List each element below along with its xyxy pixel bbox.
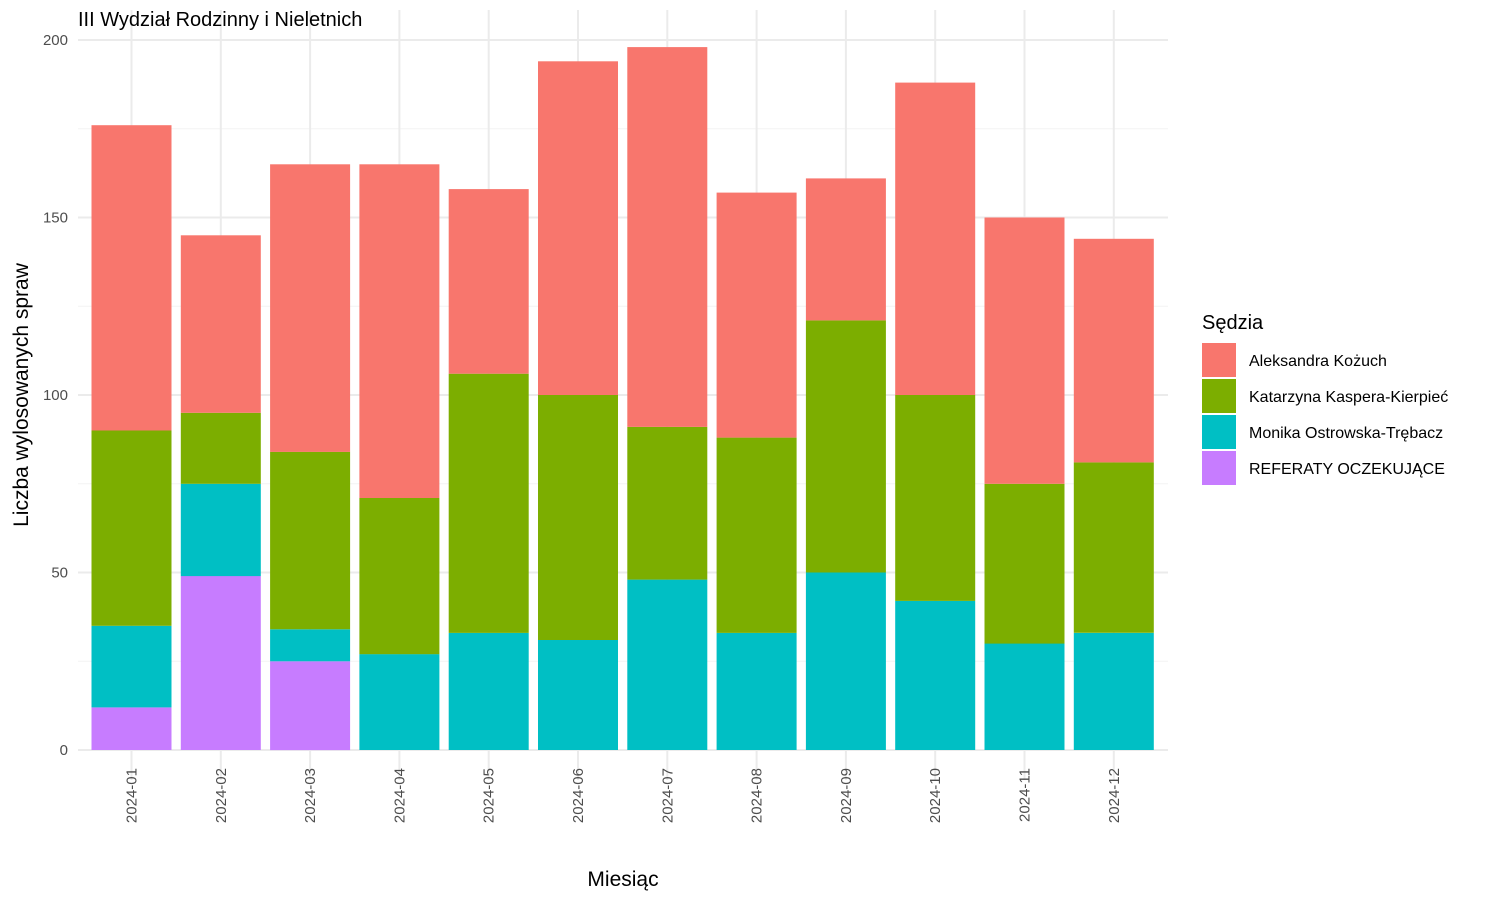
x-tick-label: 2024-07: [659, 768, 676, 823]
bar-segment: [270, 451, 351, 630]
y-tick-label: 200: [43, 32, 68, 49]
bar-segment: [359, 498, 440, 655]
x-axis: 2024-01 2024-02 2024-03 2024-04 2024-05 2024-…: [124, 768, 1123, 823]
bar-segment: [895, 82, 976, 395]
legend-label: Katarzyna Kaspera-Kierpieć: [1249, 389, 1448, 406]
x-tick-label: 2024-03: [302, 768, 319, 823]
x-tick-label: 2024-05: [481, 768, 498, 823]
bar-segment: [91, 625, 172, 708]
bar-segment: [538, 640, 618, 750]
legend-label: Monika Ostrowska-Trębacz: [1249, 425, 1443, 442]
x-tick-label: 2024-09: [838, 768, 855, 823]
bar-segment: [448, 632, 529, 750]
x-axis-title: Miesiąc: [587, 868, 658, 891]
bar-segment: [180, 483, 261, 577]
bar-segment: [448, 189, 529, 374]
bar-segment: [270, 164, 351, 452]
legend-title: Sędzia: [1202, 312, 1264, 334]
bar-segment: [91, 707, 172, 750]
bar-segment: [270, 629, 351, 662]
bar-segment: [359, 164, 440, 499]
legend-key: [1202, 451, 1236, 485]
bar-segment: [1073, 632, 1154, 750]
y-axis: 0 50 100 150 200: [43, 32, 68, 759]
legend-key: [1202, 343, 1236, 377]
legend-items: Aleksandra Kożuch Katarzyna Kaspera-Kierp…: [1202, 343, 1448, 485]
y-axis-title: Liczba wylosowanych spraw: [10, 262, 33, 527]
bar-segment: [91, 430, 172, 626]
bar-segment: [627, 579, 708, 750]
bar-segment: [895, 600, 976, 750]
legend: Sędzia Aleksandra Kożuch Katarzyna Kasper…: [1202, 312, 1448, 485]
bar-segment: [716, 437, 797, 633]
bar-segment: [180, 412, 261, 484]
bar-segment: [448, 373, 529, 633]
bar-segment: [805, 320, 886, 573]
bar-segment: [805, 178, 886, 321]
bar-segment: [1073, 238, 1154, 463]
legend-key: [1202, 379, 1236, 413]
x-tick-label: 2024-08: [749, 768, 766, 823]
bar-segment: [538, 395, 618, 640]
x-tick-label: 2024-01: [124, 768, 141, 823]
legend-label: REFERATY OCZEKUJĄCE: [1249, 461, 1445, 478]
bar-segment: [270, 661, 351, 751]
bar-segment: [895, 395, 976, 601]
bar-segment: [180, 576, 261, 750]
bar-segment: [180, 235, 261, 413]
bar-segment: [627, 426, 708, 580]
bar-segment: [538, 61, 618, 396]
bar-segment: [716, 632, 797, 750]
bar-segment: [984, 217, 1065, 484]
bar-segment: [1073, 462, 1154, 633]
bar-segment: [716, 192, 797, 438]
x-tick-label: 2024-02: [213, 768, 230, 823]
x-tick-label: 2024-06: [570, 768, 587, 823]
x-tick-label: 2024-04: [391, 768, 408, 823]
legend-key: [1202, 415, 1236, 449]
bar-segment: [984, 643, 1065, 750]
bar-segment: [805, 572, 886, 750]
y-tick-label: 150: [43, 210, 68, 227]
y-tick-label: 100: [43, 387, 68, 404]
bars: [91, 47, 1154, 751]
y-tick-label: 0: [60, 742, 68, 759]
x-tick-label: 2024-11: [1017, 768, 1034, 822]
bar-segment: [627, 47, 708, 427]
legend-label: Aleksandra Kożuch: [1249, 353, 1387, 370]
bar-segment: [359, 654, 440, 750]
chart-title: III Wydział Rodzinny i Nieletnich: [78, 9, 362, 31]
x-tick-label: 2024-12: [1106, 768, 1123, 823]
y-tick-label: 50: [51, 565, 68, 582]
x-tick-label: 2024-10: [927, 768, 944, 823]
bar-segment: [984, 483, 1065, 644]
bar-segment: [91, 125, 172, 431]
